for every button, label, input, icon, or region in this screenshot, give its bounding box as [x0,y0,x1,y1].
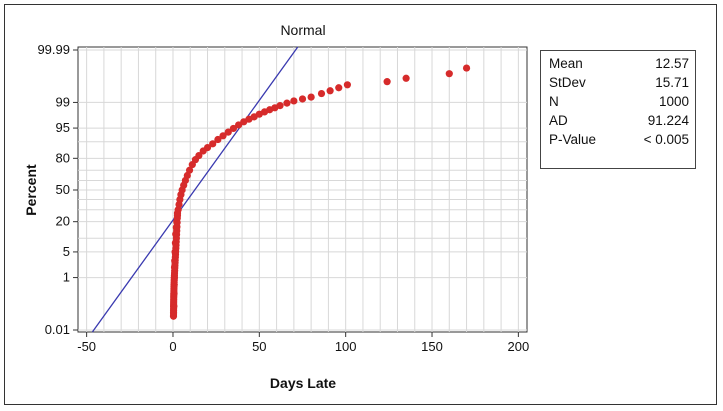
data-point [219,132,227,140]
stat-label: AD [549,113,568,128]
data-point [317,89,326,98]
y-tick-label: 99.99 [37,42,70,57]
stat-row-n: N 1000 [549,92,689,111]
data-point [290,97,298,105]
data-point [229,124,238,133]
y-tick-label: 80 [56,150,70,165]
data-point [445,70,453,78]
x-tick-label: 200 [508,339,530,354]
y-tick-label: 1 [63,270,70,285]
x-tick-label: -50 [77,339,96,354]
stat-value: 91.224 [647,113,689,128]
x-tick-label: 0 [169,339,176,354]
data-point [298,95,307,103]
stat-row-p-value: P-Value < 0.005 [549,130,689,149]
stat-value: < 0.005 [643,132,689,147]
y-tick-label: 95 [56,120,70,135]
chart-title: Normal [280,22,325,38]
data-point [224,128,232,136]
y-tick-label: 20 [56,214,70,229]
chart-frame [4,4,717,405]
data-points [169,64,471,320]
stat-label: P-Value [549,132,597,147]
y-tick-label: 0.01 [45,322,70,337]
data-point [173,209,182,217]
data-point [326,87,334,95]
y-tick-label: 50 [56,182,70,197]
data-point [335,84,343,92]
fit-line [91,46,299,333]
stat-value: 1000 [658,94,689,109]
data-point [203,143,212,152]
y-tick-label: 99 [56,94,70,109]
stat-row-mean: Mean 12.57 [549,54,689,73]
data-point [307,93,315,101]
stat-value: 12.57 [655,56,689,71]
stat-value: 15.71 [655,75,689,90]
data-point [383,78,391,86]
data-point [283,99,291,107]
data-point [214,135,222,144]
data-point [276,102,284,110]
stat-label: Mean [549,56,583,71]
data-point [402,74,410,82]
grid-lines [78,47,527,332]
data-point [209,140,217,148]
data-point [343,81,351,89]
y-tick-label: 5 [63,244,70,259]
y-axis-title: Percent [23,164,39,216]
data-point [195,151,203,160]
stat-row-stdev: StDev 15.71 [549,73,689,92]
data-point [185,166,194,174]
x-tick-label: 150 [421,339,443,354]
stat-label: N [549,94,559,109]
x-axis-title: Days Late [270,375,336,391]
stat-label: StDev [549,75,586,90]
y-axis-ticks: 0.01 1 5 20 50 80 95 99 99.99 [37,42,78,337]
stat-row-ad: AD 91.224 [549,111,689,130]
x-axis-ticks: -50 0 50 100 150 200 [77,332,529,354]
x-tick-label: 100 [335,339,357,354]
data-point [235,121,243,129]
statistics-box: Mean 12.57 StDev 15.71 N 1000 AD 91.224 P-Va… [540,50,696,169]
data-point [462,64,471,72]
normal-fit-line [91,46,299,333]
x-tick-label: 50 [252,339,266,354]
